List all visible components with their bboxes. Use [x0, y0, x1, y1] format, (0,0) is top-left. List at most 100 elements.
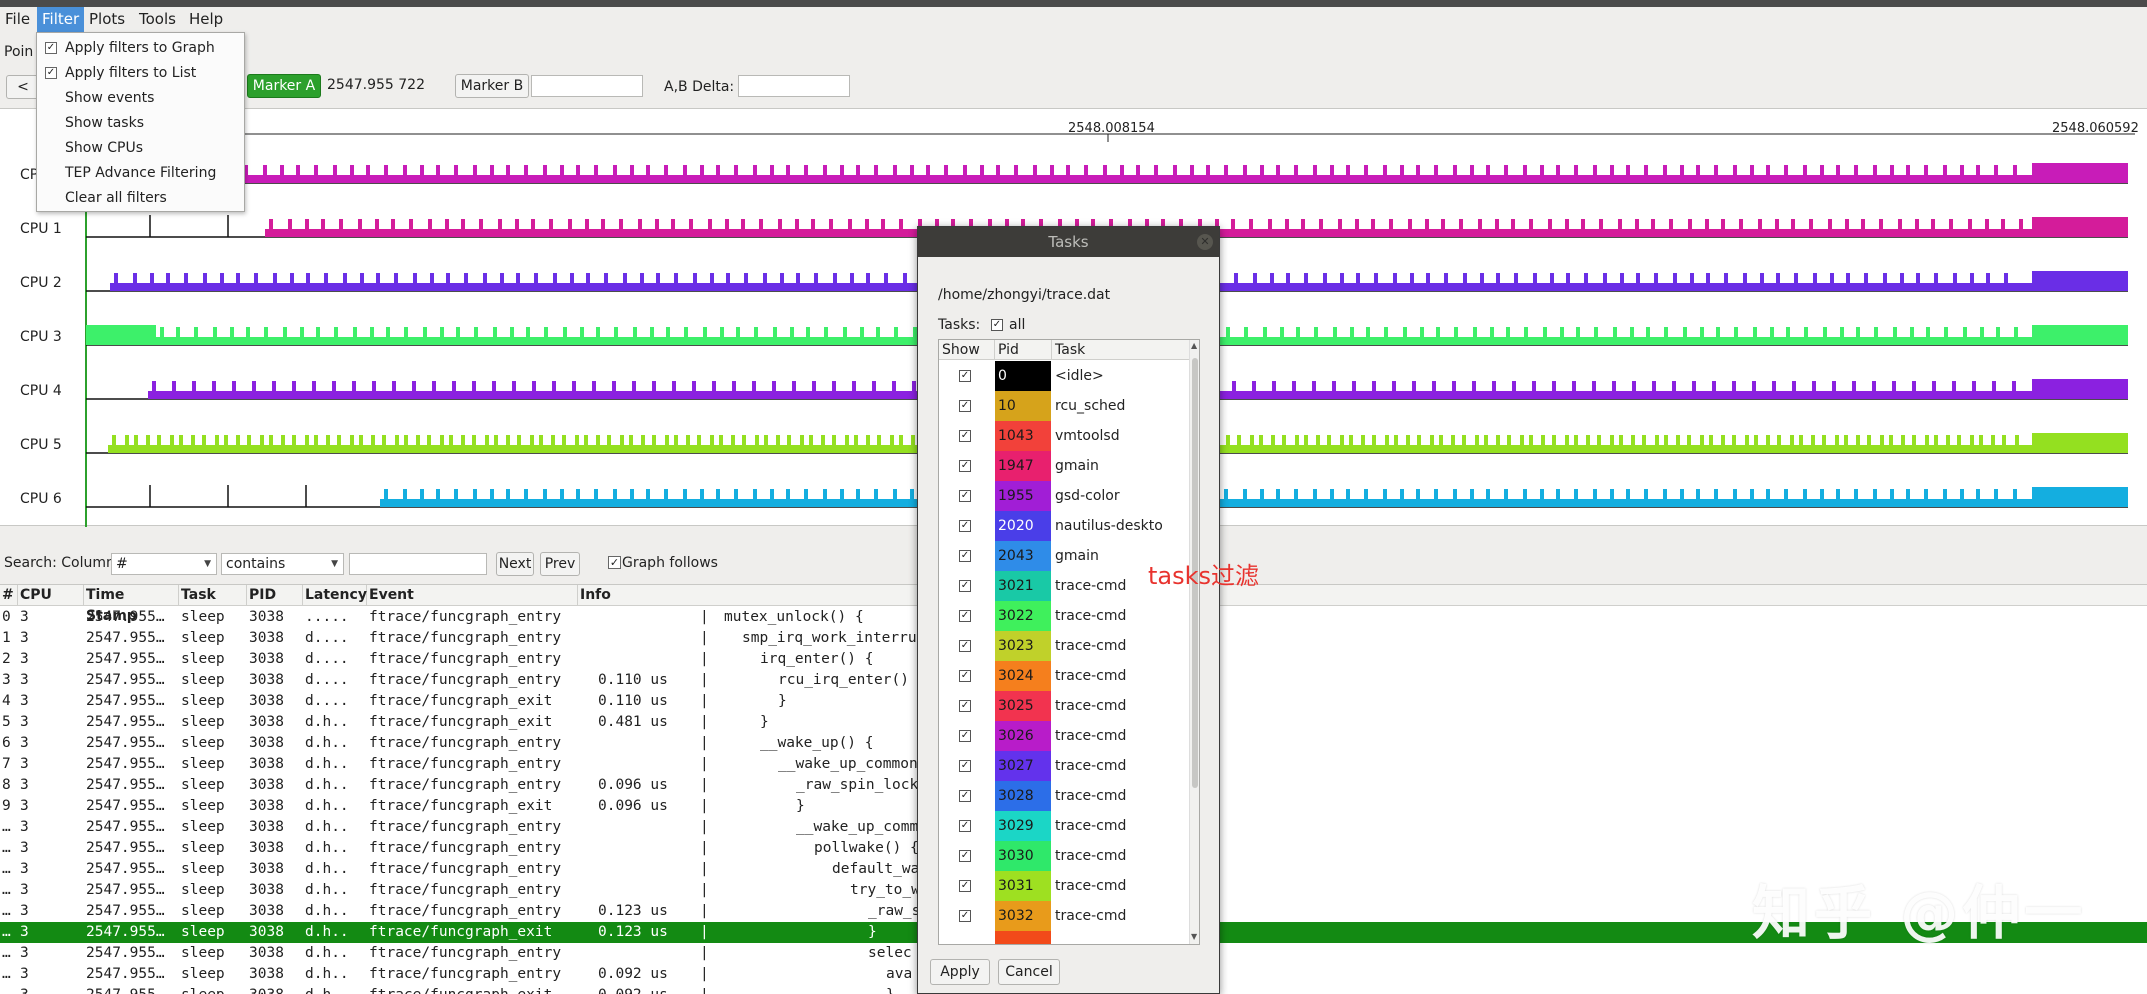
task-row[interactable]: ✓ 3026 trace-cmd	[939, 721, 1189, 751]
col-header-cpu[interactable]: CPU	[18, 585, 84, 606]
task-row[interactable]: ✓ 10 rcu_sched	[939, 391, 1189, 421]
task-row[interactable]: ✓ 3031 trace-cmd	[939, 871, 1189, 901]
task-show-checkbox[interactable]: ✓	[959, 550, 971, 562]
task-row[interactable]: ✓ 3030 trace-cmd	[939, 841, 1189, 871]
task-row[interactable]: ✓ 0 <idle>	[939, 361, 1189, 391]
task-show-checkbox[interactable]: ✓	[959, 880, 971, 892]
search-prev-button[interactable]: Prev	[540, 552, 580, 576]
filter-menu-item[interactable]: TEP Advance Filtering	[37, 162, 244, 184]
menu-plots[interactable]: Plots	[89, 10, 126, 28]
menu-filter[interactable]: Filter	[37, 7, 85, 32]
task-show-checkbox[interactable]: ✓	[959, 610, 971, 622]
table-row[interactable]: 7 3 2547.955… sleep 3038 d.h.. ftrace/funcgrap…	[0, 754, 2147, 775]
filter-menu-item[interactable]: ✓ Apply filters to List	[37, 62, 244, 84]
check-icon[interactable]: ✓	[45, 42, 57, 54]
search-mode-select[interactable]: contains ▼	[221, 553, 344, 575]
col-header-num[interactable]: #	[0, 585, 18, 606]
table-row[interactable]: …32547.955…sleep3038d.h..ftrace/funcgrap…	[0, 985, 2147, 994]
tasks-col-show[interactable]: Show	[939, 340, 995, 360]
task-row[interactable]: ✓ 1947 gmain	[939, 451, 1189, 481]
filter-menu-item[interactable]: Clear all filters	[37, 187, 244, 209]
task-row[interactable]: ✓ 3023 trace-cmd	[939, 631, 1189, 661]
task-show-checkbox[interactable]: ✓	[959, 730, 971, 742]
task-show-checkbox[interactable]: ✓	[959, 520, 971, 532]
task-show-checkbox[interactable]: ✓	[959, 490, 971, 502]
menu-help[interactable]: Help	[189, 10, 224, 28]
task-show-checkbox[interactable]: ✓	[959, 670, 971, 682]
menu-tools[interactable]: Tools	[139, 10, 176, 28]
col-header-latency[interactable]: Latency	[303, 585, 367, 606]
task-show-checkbox[interactable]: ✓	[959, 580, 971, 592]
table-row[interactable]: 9 3 2547.955… sleep 3038 d.h.. ftrace/funcgrap…	[0, 796, 2147, 817]
search-input[interactable]	[349, 553, 487, 575]
marker-a-button[interactable]: Marker A	[247, 74, 321, 98]
graph-follows-checkbox[interactable]: ✓	[608, 556, 621, 569]
task-show-checkbox[interactable]: ✓	[959, 790, 971, 802]
table-row[interactable]: 0 3 2547.955… sleep 3038..... ftrace/funcgrap…	[0, 607, 2147, 628]
task-row[interactable]: ✓ 3029 trace-cmd	[939, 811, 1189, 841]
filter-menu-item[interactable]: ✓ Apply filters to Graph	[37, 37, 244, 59]
task-show-checkbox[interactable]: ✓	[959, 910, 971, 922]
task-row[interactable]: ✓ 3027 trace-cmd	[939, 751, 1189, 781]
scroll-down-icon[interactable]: ▼	[1191, 932, 1198, 941]
marker-b-button[interactable]: Marker B	[455, 74, 529, 98]
search-next-button[interactable]: Next	[496, 552, 534, 576]
tasks-col-task[interactable]: Task	[1055, 342, 1086, 358]
task-row[interactable]: ✓ 3022 trace-cmd	[939, 601, 1189, 631]
task-row[interactable]: ✓ 3032 trace-cmd	[939, 901, 1189, 931]
task-show-checkbox[interactable]: ✓	[959, 640, 971, 652]
check-icon[interactable]: ✓	[45, 67, 57, 79]
cpu-event-spike	[1820, 489, 1824, 507]
close-icon[interactable]: ✕	[1197, 234, 1213, 250]
cancel-button[interactable]: Cancel	[998, 959, 1060, 985]
task-row[interactable]: ✓ 3028 trace-cmd	[939, 781, 1189, 811]
task-show-checkbox[interactable]: ✓	[959, 400, 971, 412]
tasks-list-scrollbar[interactable]: ▲ ▼	[1189, 340, 1199, 944]
col-header-info[interactable]: Info	[580, 587, 611, 603]
task-row[interactable]: ✓ 2020 nautilus-deskto	[939, 511, 1189, 541]
col-header-timestamp[interactable]: Time Stamp	[84, 585, 179, 624]
table-row[interactable]: 6 3 2547.955… sleep 3038 d.h.. ftrace/funcgrap…	[0, 733, 2147, 754]
table-row[interactable]: 2 3 2547.955… sleep 3038 d.... ftrace/funcgrap…	[0, 649, 2147, 670]
search-column-select[interactable]: # ▼	[111, 553, 217, 575]
apply-button[interactable]: Apply	[930, 959, 990, 985]
filter-menu-item[interactable]: Show events	[37, 87, 244, 109]
table-row[interactable]: 4 3 2547.955… sleep 3038 d.... ftrace/funcgrap…	[0, 691, 2147, 712]
col-header-event[interactable]: Event	[367, 585, 578, 606]
task-show-checkbox[interactable]: ✓	[959, 820, 971, 832]
table-row[interactable]: 5 3 2547.955… sleep 3038 d.h.. ftrace/funcgrap…	[0, 712, 2147, 733]
all-tasks-checkbox[interactable]: ✓	[991, 319, 1003, 331]
filter-menu-item[interactable]: Show CPUs	[37, 137, 244, 159]
tasks-col-pid[interactable]: Pid	[995, 340, 1052, 360]
task-show-checkbox[interactable]: ✓	[959, 430, 971, 442]
task-row[interactable]: ✓ 3025 trace-cmd	[939, 691, 1189, 721]
table-row[interactable]: 3 3 2547.955… sleep 3038 d.... ftrace/funcgrap…	[0, 670, 2147, 691]
task-row[interactable]: ✓ 1043 vmtoolsd	[939, 421, 1189, 451]
col-header-task[interactable]: Task	[179, 585, 247, 606]
task-show-checkbox[interactable]: ✓	[959, 850, 971, 862]
task-show-checkbox[interactable]: ✓	[959, 760, 971, 772]
task-show-checkbox[interactable]: ✓	[959, 460, 971, 472]
table-row[interactable]: 1 3 2547.955… sleep 3038 d.... ftrace/funcgrap…	[0, 628, 2147, 649]
col-header-pid[interactable]: PID	[247, 585, 303, 606]
table-row[interactable]: 8 3 2547.955… sleep 3038 d.h.. ftrace/funcgrap…	[0, 775, 2147, 796]
scroll-left-button[interactable]: <	[6, 75, 40, 99]
task-row[interactable]: ✓ 1955 gsd-color	[939, 481, 1189, 511]
filter-menu-item[interactable]: Show tasks	[37, 112, 244, 134]
task-show-checkbox[interactable]: ✓	[959, 370, 971, 382]
task-show-checkbox[interactable]: ✓	[959, 700, 971, 712]
cpu-event-spike	[334, 327, 338, 345]
scrollbar-thumb[interactable]	[1192, 358, 1198, 788]
scroll-up-icon[interactable]: ▲	[1191, 341, 1198, 350]
menu-file[interactable]: File	[5, 10, 31, 28]
task-row[interactable]: ✓ 3021 trace-cmd	[939, 571, 1189, 601]
task-row[interactable]: ✓ 3024 trace-cmd	[939, 661, 1189, 691]
task-row[interactable]: ✓ 2043 gmain	[939, 541, 1189, 571]
